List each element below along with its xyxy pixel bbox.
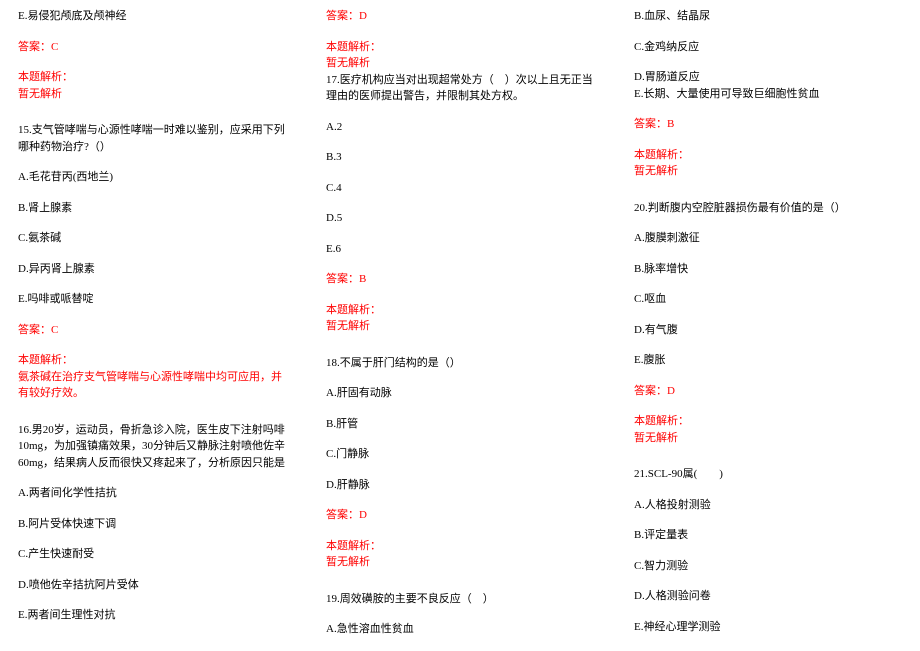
q19-answer: 答案：B <box>634 116 902 133</box>
q15-option-b: B.肾上腺素 <box>18 200 286 217</box>
q21-stem: 21.SCL-90属( ) <box>634 466 902 483</box>
q16-stem: 16.男20岁，运动员，骨折急诊入院，医生皮下注射吗啡10mg，为加强镇痛效果，… <box>18 422 286 472</box>
q20-option-d: D.有气腹 <box>634 322 902 339</box>
q15-analysis-label: 本题解析： <box>18 352 286 369</box>
q15-analysis-content: 氨茶碱在治疗支气管哮喘与心源性哮喘中均可应用，并有较好疗效。 <box>18 369 286 402</box>
q14-answer: 答案：C <box>18 39 286 56</box>
q19-analysis-content: 暂无解析 <box>634 163 902 180</box>
q14-analysis-content: 暂无解析 <box>18 86 286 103</box>
q16-answer: 答案：D <box>326 8 594 25</box>
q14-option-e: E.易侵犯颅底及颅神经 <box>18 8 286 25</box>
q17-stem: 17.医疗机构应当对出现超常处方（ ）次以上且无正当理由的医师提出警告，并限制其… <box>326 72 594 105</box>
q20-option-b: B.脉率增快 <box>634 261 902 278</box>
q20-analysis-label: 本题解析： <box>634 413 902 430</box>
q18-analysis-content: 暂无解析 <box>326 554 594 571</box>
q19-option-e: E.长期、大量使用可导致巨细胞性贫血 <box>634 86 902 103</box>
q19-option-d: D.胃肠道反应 <box>634 69 902 86</box>
q21-option-d: D.人格测验问卷 <box>634 588 902 605</box>
q16-option-c: C.产生快速耐受 <box>18 546 286 563</box>
q17-answer: 答案：B <box>326 271 594 288</box>
q20-option-c: C.呕血 <box>634 291 902 308</box>
q15-option-d: D.异丙肾上腺素 <box>18 261 286 278</box>
q18-option-b: B.肝管 <box>326 416 594 433</box>
q18-stem: 18.不属于肝门结构的是（） <box>326 355 594 372</box>
q18-option-a: A.肝固有动脉 <box>326 385 594 402</box>
q19-analysis-label: 本题解析： <box>634 147 902 164</box>
q16-option-d: D.喷他佐辛拮抗阿片受体 <box>18 577 286 594</box>
q16-option-e: E.两者间生理性对抗 <box>18 607 286 624</box>
q17-option-c: C.4 <box>326 180 594 197</box>
q15-option-e: E.吗啡或哌替啶 <box>18 291 286 308</box>
q19-option-c: C.金鸡纳反应 <box>634 39 902 56</box>
q18-option-d: D.肝静脉 <box>326 477 594 494</box>
q19-option-b: B.血尿、结晶尿 <box>634 8 902 25</box>
q15-answer: 答案：C <box>18 322 286 339</box>
q19-option-a: A.急性溶血性贫血 <box>326 621 594 638</box>
q20-option-a: A.腹膜刺激征 <box>634 230 902 247</box>
q20-answer: 答案：D <box>634 383 902 400</box>
q17-option-e: E.6 <box>326 241 594 258</box>
q16-analysis-label: 本题解析： <box>326 39 594 56</box>
q16-option-b: B.阿片受体快速下调 <box>18 516 286 533</box>
q16-analysis-content: 暂无解析 <box>326 55 594 72</box>
q19-stem: 19.周效磺胺的主要不良反应（ ） <box>326 591 594 608</box>
q16-option-a: A.两者间化学性拮抗 <box>18 485 286 502</box>
q15-option-a: A.毛花苷丙(西地兰) <box>18 169 286 186</box>
q17-option-a: A.2 <box>326 119 594 136</box>
q15-stem: 15.支气管哮喘与心源性哮喘一时难以鉴别，应采用下列哪种药物治疗?（） <box>18 122 286 155</box>
q17-option-d: D.5 <box>326 210 594 227</box>
q20-option-e: E.腹胀 <box>634 352 902 369</box>
q14-analysis-label: 本题解析： <box>18 69 286 86</box>
q18-option-c: C.门静脉 <box>326 446 594 463</box>
q18-answer: 答案：D <box>326 507 594 524</box>
q18-analysis-label: 本题解析： <box>326 538 594 555</box>
q21-option-c: C.智力测验 <box>634 558 902 575</box>
q21-option-b: B.评定量表 <box>634 527 902 544</box>
q21-option-e: E.神经心理学测验 <box>634 619 902 636</box>
q17-analysis-label: 本题解析： <box>326 302 594 319</box>
q20-stem: 20.判断腹内空腔脏器损伤最有价值的是（） <box>634 200 902 217</box>
q21-option-a: A.人格投射测验 <box>634 497 902 514</box>
q17-option-b: B.3 <box>326 149 594 166</box>
q15-option-c: C.氨茶碱 <box>18 230 286 247</box>
q17-analysis-content: 暂无解析 <box>326 318 594 335</box>
q20-analysis-content: 暂无解析 <box>634 430 902 447</box>
